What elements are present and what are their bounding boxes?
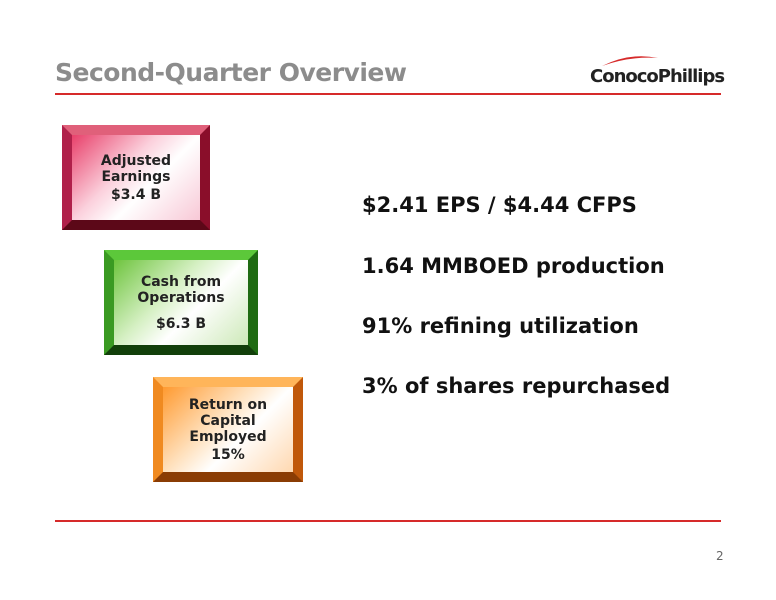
highlight: 1.64 MMBOED production	[362, 254, 665, 278]
logo-swoosh	[602, 56, 658, 66]
bottom-rule	[55, 520, 721, 522]
metric-box: Adjusted Earnings $3.4 B	[62, 125, 210, 230]
page-number: 2	[716, 549, 724, 563]
box-label: Adjusted Earnings	[100, 152, 172, 185]
box-value: $6.3 B	[155, 315, 207, 332]
metric-box: Return on Capital Employed 15%	[153, 377, 303, 482]
highlight: 3% of shares repurchased	[362, 374, 671, 398]
box-value: 15%	[211, 446, 245, 463]
box-value: $3.4 B	[110, 186, 162, 203]
box-label: Cash from Operations	[137, 273, 225, 306]
highlight: 91% refining utilization	[362, 314, 639, 338]
box-label: Return on Capital Employed	[188, 396, 268, 445]
metric-box: Cash from Operations $6.3 B	[104, 250, 258, 355]
logo: ConocoPhillips	[590, 66, 725, 87]
slide-title: Second-Quarter Overview	[55, 58, 407, 87]
highlight: $2.41 EPS / $4.44 CFPS	[362, 193, 637, 217]
top-rule	[55, 93, 721, 95]
